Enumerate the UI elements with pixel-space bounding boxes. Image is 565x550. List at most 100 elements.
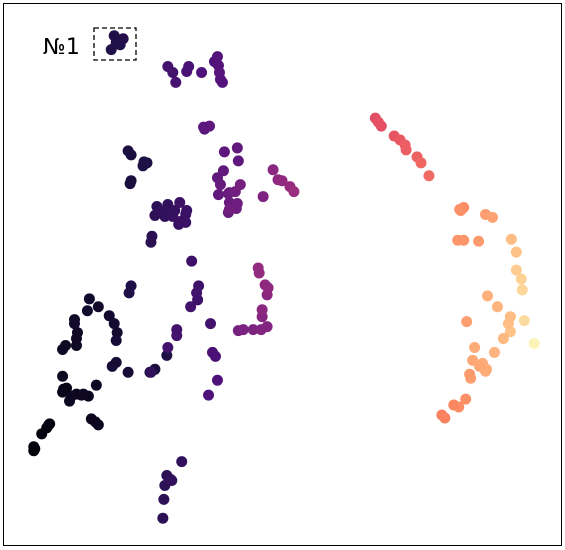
scatter-point [464, 368, 476, 380]
scatter-point [103, 310, 115, 322]
scatter-point [125, 280, 137, 292]
scatter-point [510, 246, 522, 258]
scatter-point [203, 389, 215, 401]
scatter-point [205, 318, 217, 330]
scatter-point [448, 399, 460, 411]
scatter-point [169, 204, 181, 216]
scatter-point [185, 301, 197, 313]
scatter-point [191, 287, 203, 299]
scatter-point [162, 341, 174, 353]
scatter-point [252, 262, 264, 274]
scatter-point [57, 370, 69, 382]
scatter-point [81, 305, 93, 317]
scatter-point [157, 512, 169, 524]
scatter-point [267, 164, 279, 176]
scatter-point [474, 360, 486, 372]
scatter-point [158, 493, 170, 505]
scatter-point [505, 233, 517, 245]
scatter-point [180, 216, 192, 228]
scatter-point [145, 366, 157, 378]
scatter-point [497, 333, 509, 345]
scatter-point [458, 234, 470, 246]
scatter-point [261, 321, 273, 333]
scatter-point [218, 146, 230, 158]
scatter-point [455, 204, 467, 216]
scatter-point [92, 419, 104, 431]
scatter-point [469, 341, 481, 353]
scatter-point [212, 189, 224, 201]
scatter-point [176, 456, 188, 468]
scatter-point [518, 315, 530, 327]
scatter-point [276, 175, 288, 187]
scatter-point [259, 279, 271, 291]
scatter-point [460, 393, 472, 405]
plot-frame [3, 3, 562, 546]
scatter-point [257, 191, 269, 203]
scatter-point [110, 335, 122, 347]
scatter-point [234, 179, 246, 191]
scatter-point [28, 441, 40, 453]
scatter-point [68, 318, 80, 330]
scatter-point [138, 156, 150, 168]
annotation-label: №1 [43, 35, 80, 60]
scatter-point [510, 264, 522, 276]
scatter-point [415, 157, 427, 169]
scatter-point [166, 474, 178, 486]
scatter-point [71, 327, 83, 339]
scatter-point [183, 61, 195, 73]
scatter-point [83, 293, 95, 305]
scatter-point [122, 366, 134, 378]
scatter-point [64, 395, 76, 407]
scatter-point [482, 290, 494, 302]
scatter-point [170, 76, 182, 88]
scatter-points [28, 30, 540, 524]
scatter-point [504, 311, 516, 323]
highlight-box [93, 27, 137, 61]
scatter-point [423, 170, 435, 182]
scatter-point [204, 120, 216, 132]
scatter-point [223, 203, 235, 215]
scatter-point [375, 120, 387, 132]
scatter-point [211, 51, 223, 63]
scatter-point [247, 324, 259, 336]
scatter-point [171, 330, 183, 342]
scatter-point [400, 144, 412, 156]
scatter-point [181, 204, 193, 216]
scatter-point [207, 346, 219, 358]
scatter-point [211, 374, 223, 386]
scatter-point [60, 339, 72, 351]
scatter-point [488, 346, 500, 358]
scatter-point [461, 316, 473, 328]
scatter-point [61, 382, 73, 394]
scatter-point [186, 255, 198, 267]
scatter-point [486, 211, 498, 223]
scatter-point [44, 418, 56, 430]
scatter-point [106, 360, 118, 372]
scatter-point [174, 197, 186, 209]
scatter-point [516, 284, 528, 296]
scatter-point [232, 155, 244, 167]
scatter-point [288, 186, 300, 198]
scatter-point [124, 178, 136, 190]
scatter-point [515, 273, 527, 285]
scatter-point [214, 179, 226, 191]
scatter-point [122, 145, 134, 157]
scatter-point [167, 66, 179, 78]
scatter-point [92, 301, 104, 313]
scatter-point [436, 409, 448, 421]
scatter-point [491, 301, 503, 313]
scatter-point [237, 324, 249, 336]
scatter-point [528, 337, 540, 349]
scatter-point [108, 318, 120, 330]
scatter-point [256, 304, 268, 316]
scatter-point [114, 39, 126, 51]
scatter-point [145, 236, 157, 248]
scatter-point [216, 76, 228, 88]
scatter-point [108, 30, 120, 42]
scatter-point [90, 379, 102, 391]
scatter-point [196, 66, 208, 78]
scatter-point [473, 235, 485, 247]
scatter-point [77, 388, 89, 400]
scatter-point [231, 142, 243, 154]
